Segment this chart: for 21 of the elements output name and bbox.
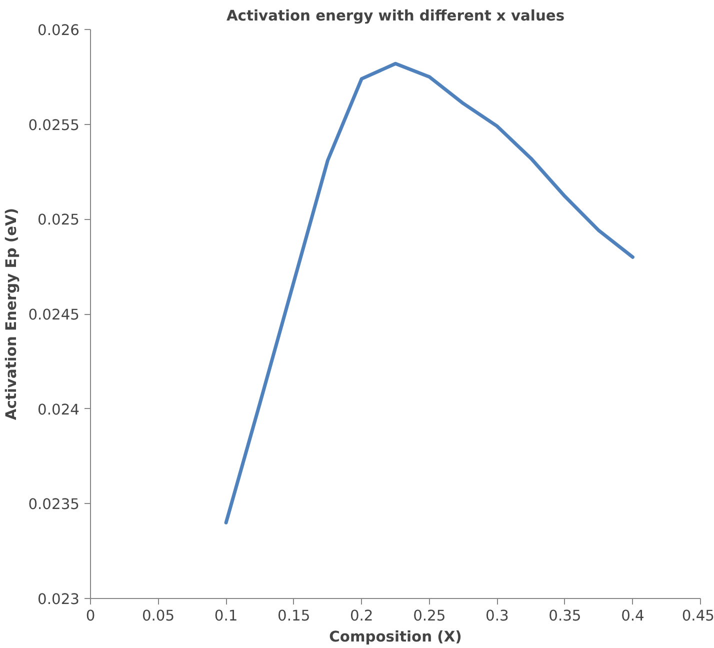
- y-tick-label: 0.024: [38, 401, 80, 418]
- x-tick-label: 0.35: [548, 608, 582, 624]
- y-tick-label: 0.0255: [28, 116, 80, 134]
- y-tick-label: 0.025: [38, 212, 80, 229]
- y-tick-label: 0.0235: [28, 496, 80, 514]
- y-tick-label: 0.026: [38, 22, 80, 39]
- x-tick-label: 0.05: [142, 608, 175, 624]
- y-axis-title: Activation Energy Ep (eV): [3, 208, 20, 420]
- x-tick-label: 0.2: [350, 608, 374, 624]
- x-tick-label: 0.3: [486, 608, 509, 624]
- x-tick-label: 0.15: [278, 608, 310, 624]
- line-series: [224, 62, 634, 524]
- x-tick-label: 0.25: [413, 608, 446, 624]
- x-tick-label: 0: [86, 608, 96, 624]
- x-tick-label: 0.4: [621, 608, 644, 624]
- x-tick-label: 0.1: [214, 608, 238, 624]
- x-tick-label: 0.45: [682, 608, 714, 624]
- x-axis-title: Composition (X): [329, 628, 462, 646]
- chart-title: Activation energy with different x values: [226, 8, 565, 24]
- y-tick-label: 0.0245: [28, 306, 80, 324]
- y-tick-label: 0.023: [38, 591, 80, 608]
